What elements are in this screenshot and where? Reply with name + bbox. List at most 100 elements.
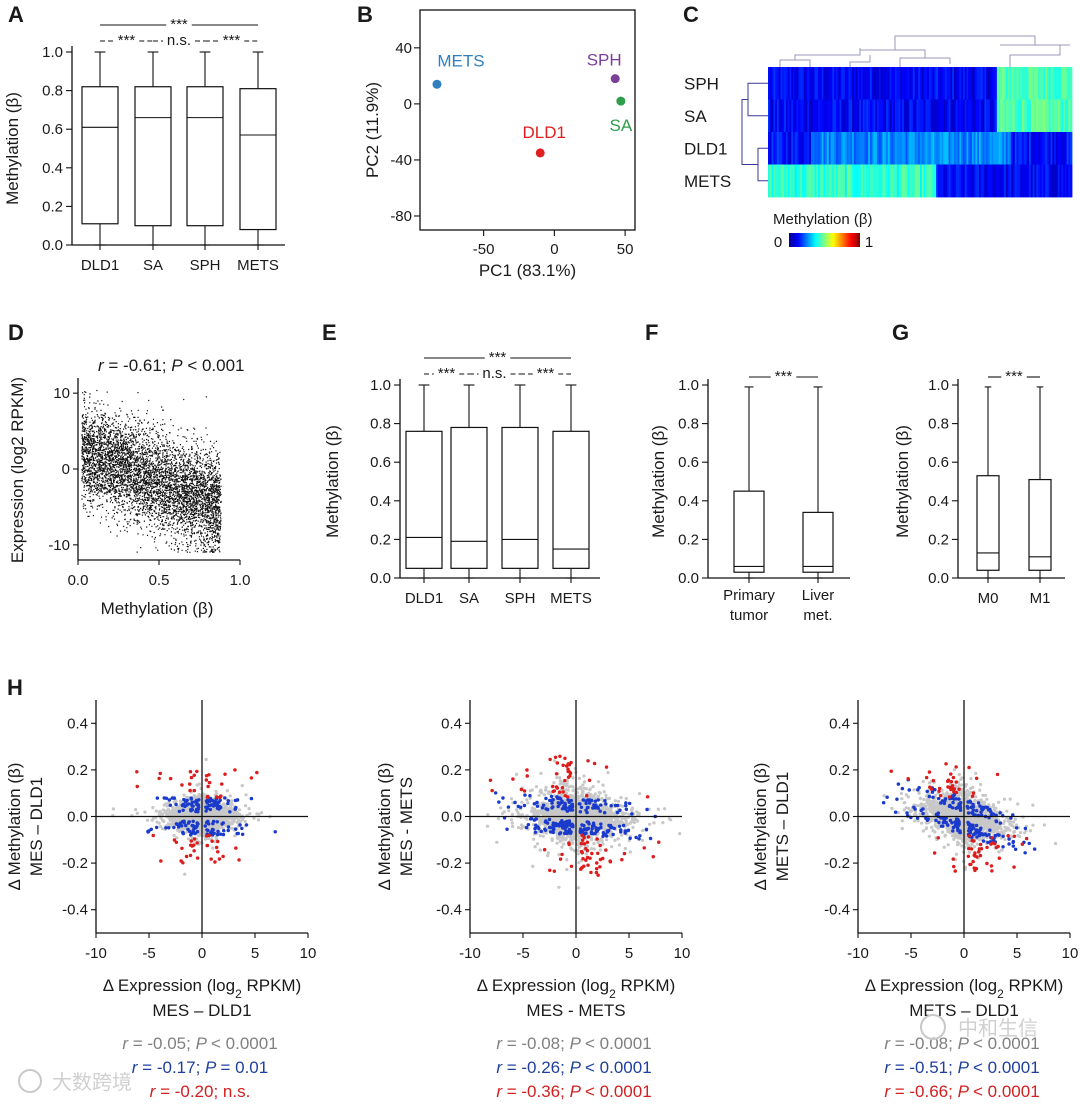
heatmap-cell (878, 132, 882, 165)
heatmap-cell (807, 132, 810, 165)
y-axis-label: Methylation (β) (3, 92, 22, 205)
heatmap-cell (1041, 67, 1044, 100)
stat-r-value: = -0.08; (895, 1034, 958, 1053)
x-tick-label: -10 (847, 945, 869, 962)
heatmap-cell (911, 132, 914, 165)
x-tick-label: 0 (960, 945, 968, 962)
heatmap-cell (937, 99, 941, 133)
heatmap-cell (911, 67, 914, 100)
heatmap-cell (1070, 164, 1073, 198)
stat-r-value: = -0.36; (507, 1082, 570, 1101)
heatmap-cell (821, 99, 824, 133)
heatmap-cell (893, 67, 896, 100)
heatmap-cell (925, 67, 928, 100)
heatmap-cell (979, 99, 982, 133)
heatmap-cell (1005, 132, 1009, 165)
heatmap-cell (996, 99, 1000, 133)
correlation-title: r = -0.61; P < 0.001 (98, 356, 245, 375)
correlation-stat: r = -0.08; P < 0.0001 (884, 1034, 1039, 1053)
heatmap-cell (1002, 99, 1005, 133)
x-axis-label: Methylation (β) (101, 599, 214, 618)
heatmap-cell (809, 164, 812, 198)
heatmap-cell (784, 132, 787, 165)
heatmap-cell (987, 132, 991, 165)
heatmap-cell (982, 67, 985, 100)
heatmap-cell (909, 132, 912, 165)
heatmap-cell (914, 99, 917, 133)
heatmap-cell (1066, 99, 1069, 133)
heatmap-cell (848, 164, 851, 198)
heatmap-cell (844, 67, 848, 100)
heatmap-row-label: SPH (684, 74, 719, 93)
heatmap-cell (1061, 67, 1064, 100)
heatmap-cell (805, 99, 808, 133)
heatmap-cell (1039, 132, 1042, 165)
pca-point-label: SA (610, 116, 633, 135)
heatmap-cell (778, 132, 781, 165)
heatmap-cell (991, 132, 994, 165)
x-tick-label: -5 (142, 945, 155, 962)
heatmap-cell (868, 99, 871, 133)
heatmap-cell (1029, 99, 1032, 133)
heatmap-cell (964, 132, 967, 165)
heatmap-cell (821, 164, 824, 198)
heatmap-cell (921, 67, 924, 100)
heatmap-cell (857, 99, 860, 133)
heatmap-cell (846, 132, 849, 165)
heatmap-cell (793, 164, 796, 198)
heatmap-cell (962, 132, 966, 165)
heatmap-cell (918, 99, 921, 133)
heatmap-cell (1005, 164, 1009, 198)
heatmap-cell (912, 99, 916, 133)
box (134, 86, 172, 227)
y-tick-label: 0.8 (42, 83, 63, 100)
heatmap-cell (887, 164, 890, 198)
heatmap-cell (966, 164, 969, 198)
box (450, 426, 488, 569)
panel-g: G 0.0 0.2 0.4 0.6 0.8 1.0 Methylation (β) M0 M1 **… (892, 320, 1065, 607)
title-part: = -0.61; (104, 356, 172, 375)
heatmap-cell (848, 132, 851, 165)
heatmap-cell (961, 67, 964, 100)
heatmap-cell (971, 67, 975, 100)
heatmap-cell (1029, 132, 1032, 165)
heatmap-cell (989, 99, 992, 133)
y-tick-label: 0.6 (678, 454, 699, 471)
heatmap-cell (1046, 99, 1050, 133)
heatmap-cell (866, 132, 869, 165)
heatmap-cell (984, 99, 987, 133)
scatter-points-all (882, 768, 1058, 871)
heatmap-cell (928, 99, 932, 133)
panel-label: D (8, 320, 24, 345)
heatmap-cell (987, 99, 991, 133)
heatmap-cell (835, 164, 839, 198)
heatmap-cell (1057, 99, 1060, 133)
stat-r: r (496, 1034, 506, 1053)
heatmap-cell (1059, 164, 1062, 198)
heatmap-cell (810, 99, 814, 133)
heatmap-cell (791, 164, 794, 198)
heatmap-cell (882, 164, 885, 198)
heatmap-cell (818, 164, 821, 198)
scatter-points-red (135, 768, 259, 865)
x-tick-label: -10 (459, 945, 481, 962)
heatmap-cell (980, 67, 983, 100)
heatmap-cell (1023, 164, 1026, 198)
heatmap-cell (1005, 99, 1009, 133)
heatmap-cell (1014, 99, 1017, 133)
heatmap-cell (855, 99, 858, 133)
heatmap-cell (1004, 164, 1007, 198)
heatmap-cell (1005, 67, 1009, 100)
heatmap-cell (903, 132, 907, 165)
heatmap-cell (930, 164, 933, 198)
heatmap-cell (796, 67, 799, 100)
x-tick-label: 5 (1013, 945, 1021, 962)
significance-label: n.s. (482, 365, 506, 382)
heatmap-cell (920, 67, 923, 100)
heatmap-cell (973, 99, 976, 133)
heatmap-cell (769, 132, 772, 165)
y-axis-label-sub: MES - METS (397, 777, 416, 876)
heatmap-cell (1034, 132, 1037, 165)
heatmap-cell (1045, 99, 1048, 133)
